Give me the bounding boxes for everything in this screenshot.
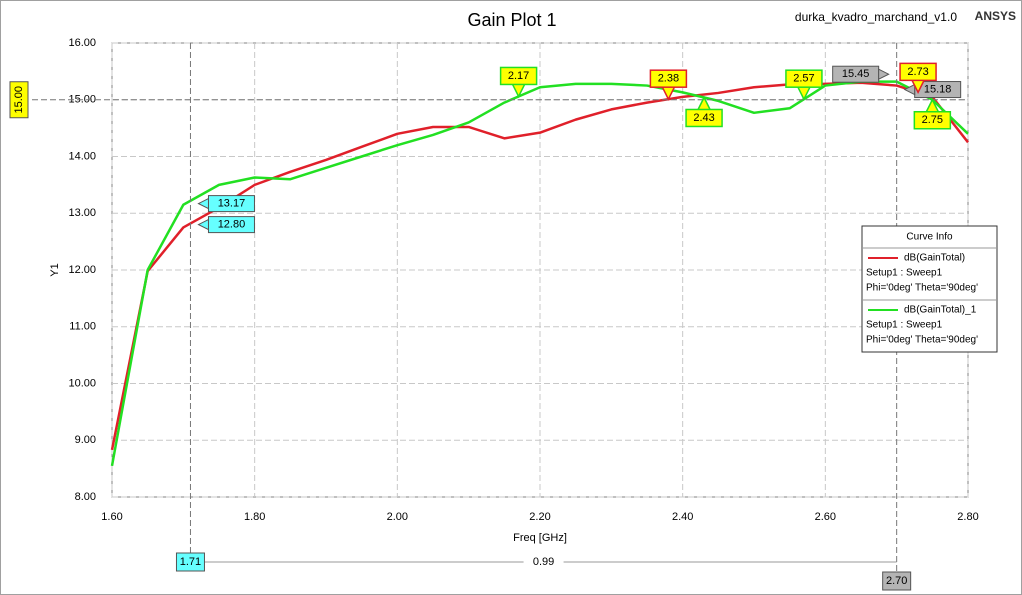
x-cursor-label: 1.71	[180, 556, 201, 568]
x-cursor-label-box	[882, 571, 912, 591]
legend-setup: Setup1 : Sweep1	[866, 320, 943, 331]
readout-pointer	[197, 197, 209, 210]
legend-entry: dB(GainTotal)_1	[904, 305, 977, 316]
series-line	[110, 81, 969, 451]
x-axis-label: Freq [GHz]	[513, 532, 567, 544]
y-tick-label: 10.00	[68, 377, 96, 389]
readout-label: 13.17	[218, 198, 246, 210]
y-axis-label: Y1	[49, 263, 61, 276]
marker-label: 2.38	[658, 73, 679, 85]
x-cursor-label: 2.70	[886, 575, 907, 587]
x-tick-label: 2.40	[672, 511, 693, 523]
x-tick-label: 2.80	[957, 511, 978, 523]
marker-box	[785, 69, 823, 88]
subtitle: durka_kvadro_marchand_v1.0	[795, 10, 957, 24]
marker-box	[685, 108, 723, 128]
marker-box	[913, 111, 952, 130]
readout-pointer	[878, 68, 890, 81]
marker-pointer	[661, 86, 676, 101]
legend-variation: Phi='0deg' Theta='90deg'	[866, 283, 978, 294]
y-tick-label: 11.00	[69, 321, 96, 333]
x-tick-label: 1.60	[101, 511, 122, 523]
readout-pointer	[197, 218, 209, 231]
marker-pointer	[911, 80, 925, 95]
legend-variation: Phi='0deg' Theta='90deg'	[866, 335, 978, 346]
x-tick-label: 1.80	[244, 511, 265, 523]
marker-label: 2.75	[922, 114, 943, 126]
y-tick-label: 8.00	[75, 491, 96, 503]
marker-box	[899, 62, 937, 82]
readout-pointer	[903, 83, 916, 96]
y-tick-label: 14.00	[68, 150, 96, 162]
y-cursor-label: 15.00	[13, 86, 25, 114]
legend-entry: dB(GainTotal)	[904, 253, 965, 264]
marker-label: 2.73	[907, 66, 928, 78]
y-tick-label: 12.00	[68, 264, 96, 276]
cursor-delta: 0.99	[533, 556, 554, 568]
readout-label: 15.45	[842, 68, 870, 80]
marker-box	[649, 69, 688, 88]
x-cursor-label-box	[175, 552, 205, 572]
legend-box	[861, 225, 998, 353]
marker-pointer	[797, 86, 811, 101]
cursor-delta-box	[523, 554, 564, 570]
x-tick-label: 2.00	[387, 511, 408, 523]
legend-title: Curve Info	[906, 232, 953, 243]
brand: ANSYS	[975, 9, 1016, 23]
y-cursor-label-box	[9, 81, 29, 119]
y-tick-label: 9.00	[75, 434, 96, 446]
marker-label: 2.43	[693, 112, 714, 124]
readout-label: 15.18	[924, 83, 952, 95]
chart-title: Gain Plot 1	[467, 10, 556, 30]
series-line	[110, 80, 969, 467]
y-tick-label: 13.00	[68, 207, 96, 219]
x-tick-label: 2.20	[529, 511, 550, 523]
marker-pointer	[697, 95, 711, 110]
legend-setup: Setup1 : Sweep1	[866, 268, 943, 279]
marker-pointer	[511, 84, 526, 99]
y-tick-label: 16.00	[68, 37, 96, 49]
marker-label: 2.57	[793, 73, 814, 85]
x-tick-label: 2.60	[815, 511, 836, 523]
readout-label: 12.80	[218, 219, 246, 231]
marker-box	[499, 66, 538, 86]
marker-pointer	[925, 98, 940, 113]
marker-label: 2.17	[508, 70, 529, 82]
